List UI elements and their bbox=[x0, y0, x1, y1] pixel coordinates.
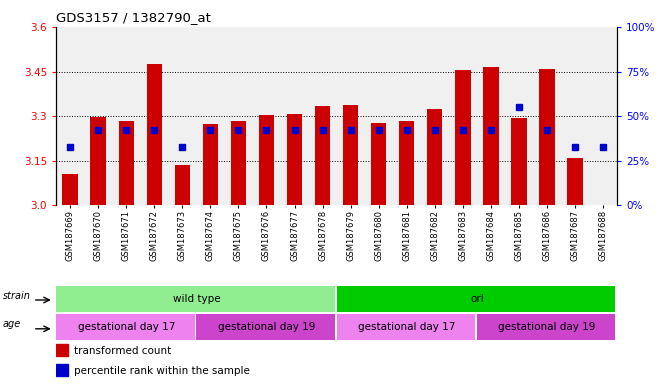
Text: strain: strain bbox=[3, 291, 30, 301]
Bar bbox=[343, 105, 358, 205]
Bar bbox=[568, 158, 583, 205]
Text: GDS3157 / 1382790_at: GDS3157 / 1382790_at bbox=[56, 12, 211, 25]
Bar bbox=[147, 64, 162, 205]
Bar bbox=[56, 364, 69, 376]
Bar bbox=[119, 121, 134, 205]
Text: percentile rank within the sample: percentile rank within the sample bbox=[74, 366, 250, 376]
Bar bbox=[90, 117, 106, 205]
Bar bbox=[203, 124, 218, 205]
Text: transformed count: transformed count bbox=[74, 346, 172, 356]
Bar bbox=[259, 115, 274, 205]
Bar bbox=[56, 286, 335, 311]
Bar bbox=[231, 121, 246, 205]
Bar bbox=[197, 314, 335, 340]
Bar bbox=[477, 314, 615, 340]
Text: age: age bbox=[3, 319, 21, 329]
Bar bbox=[399, 121, 414, 205]
Bar bbox=[56, 314, 195, 340]
Bar bbox=[539, 69, 554, 205]
Bar bbox=[337, 286, 615, 311]
Text: wild type: wild type bbox=[172, 293, 220, 304]
Text: orl: orl bbox=[470, 293, 484, 304]
Text: gestational day 19: gestational day 19 bbox=[498, 322, 596, 333]
Bar bbox=[56, 344, 69, 356]
Bar bbox=[287, 114, 302, 205]
Text: gestational day 17: gestational day 17 bbox=[77, 322, 175, 333]
Bar bbox=[175, 165, 190, 205]
Bar bbox=[512, 118, 527, 205]
Bar bbox=[371, 123, 386, 205]
Text: gestational day 19: gestational day 19 bbox=[218, 322, 315, 333]
Bar bbox=[427, 109, 442, 205]
Bar bbox=[483, 67, 498, 205]
Bar bbox=[455, 70, 471, 205]
Bar bbox=[63, 174, 78, 205]
Text: gestational day 17: gestational day 17 bbox=[358, 322, 455, 333]
Bar bbox=[337, 314, 475, 340]
Bar bbox=[315, 106, 330, 205]
